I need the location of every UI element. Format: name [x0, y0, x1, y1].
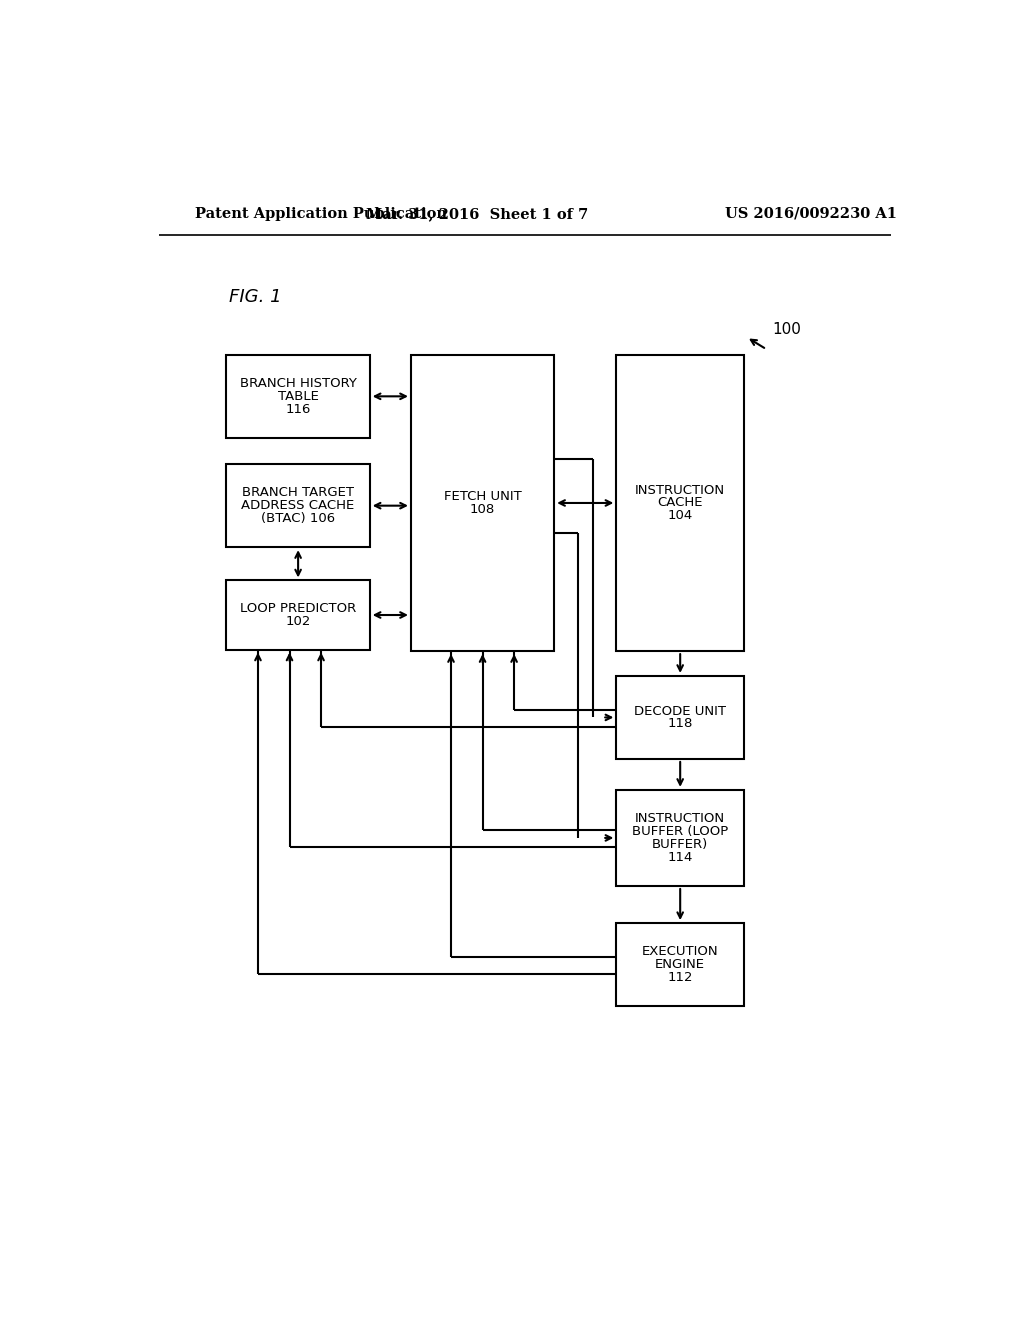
Text: ADDRESS CACHE: ADDRESS CACHE — [242, 499, 354, 512]
Bar — [226, 581, 370, 649]
Bar — [411, 355, 554, 651]
Text: Patent Application Publication: Patent Application Publication — [196, 207, 447, 220]
Text: 102: 102 — [286, 615, 311, 628]
Bar — [616, 676, 744, 759]
Text: DECODE UNIT: DECODE UNIT — [634, 705, 726, 718]
Text: BUFFER): BUFFER) — [652, 838, 709, 851]
Bar — [226, 355, 370, 438]
Text: BRANCH TARGET: BRANCH TARGET — [242, 486, 354, 499]
Text: BRANCH HISTORY: BRANCH HISTORY — [240, 378, 356, 389]
Text: Mar. 31, 2016  Sheet 1 of 7: Mar. 31, 2016 Sheet 1 of 7 — [366, 207, 588, 220]
Text: EXECUTION: EXECUTION — [642, 945, 719, 958]
Bar — [616, 355, 744, 651]
Bar — [616, 923, 744, 1006]
Text: (BTAC) 106: (BTAC) 106 — [261, 512, 335, 525]
Text: 114: 114 — [668, 850, 693, 863]
Text: 118: 118 — [668, 717, 693, 730]
Text: 112: 112 — [668, 972, 693, 983]
Text: INSTRUCTION: INSTRUCTION — [635, 483, 725, 496]
Bar — [616, 789, 744, 886]
Text: FETCH UNIT: FETCH UNIT — [443, 490, 521, 503]
Text: 116: 116 — [286, 403, 311, 416]
Text: TABLE: TABLE — [278, 389, 318, 403]
Text: CACHE: CACHE — [657, 496, 702, 510]
Text: FIG. 1: FIG. 1 — [228, 288, 282, 306]
Text: INSTRUCTION: INSTRUCTION — [635, 812, 725, 825]
Text: LOOP PREDICTOR: LOOP PREDICTOR — [240, 602, 356, 615]
Text: 104: 104 — [668, 510, 693, 523]
Text: 100: 100 — [773, 322, 802, 337]
Text: BUFFER (LOOP: BUFFER (LOOP — [632, 825, 728, 838]
Text: 108: 108 — [470, 503, 496, 516]
Bar — [226, 465, 370, 548]
Text: ENGINE: ENGINE — [655, 958, 706, 972]
Text: US 2016/0092230 A1: US 2016/0092230 A1 — [725, 207, 897, 220]
